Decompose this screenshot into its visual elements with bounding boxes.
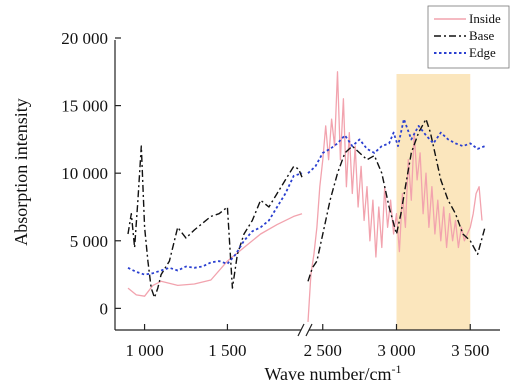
y-tick-label: 20 000 [61,29,108,48]
axis-break-mark-1 [297,323,305,337]
x-axis-title: Wave number/cm-1 [264,362,401,384]
x-tick-label: 1 000 [125,341,163,360]
x-axis-title-text: Wave number/cm [264,364,391,384]
legend-label-base: Base [469,28,495,43]
series-inside-line-2 [307,71,483,322]
x-axis-title-superscript: -1 [392,362,402,376]
legend-box [427,5,510,69]
series-edge-line-1 [127,172,303,276]
axes-layer [114,40,500,337]
y-axis-title: Absorption intensity [11,98,31,246]
series-layer [127,71,486,322]
y-tick-label: 0 [100,299,109,318]
y-tick-label: 5 000 [70,232,108,251]
y-ticks-layer: 0 5 000 10 000 15 000 20 000 [61,29,121,318]
series-base-line-2 [307,118,486,282]
x-tick-label: 3 000 [377,341,415,360]
series-inside-line-1 [127,213,303,297]
legend-label-inside: Inside [469,11,501,26]
axis-break-mark-2 [305,323,313,337]
x-tick-label: 2 500 [304,341,342,360]
x-ticks-layer: 1 000 1 500 2 500 3 000 3 500 [125,324,489,360]
legend: Inside Base Edge [427,5,510,69]
y-tick-label: 10 000 [61,164,108,183]
y-tick-label: 15 000 [61,97,108,116]
x-tick-label: 3 500 [451,341,489,360]
x-tick-label: 1 500 [208,341,246,360]
legend-label-edge: Edge [469,45,496,60]
